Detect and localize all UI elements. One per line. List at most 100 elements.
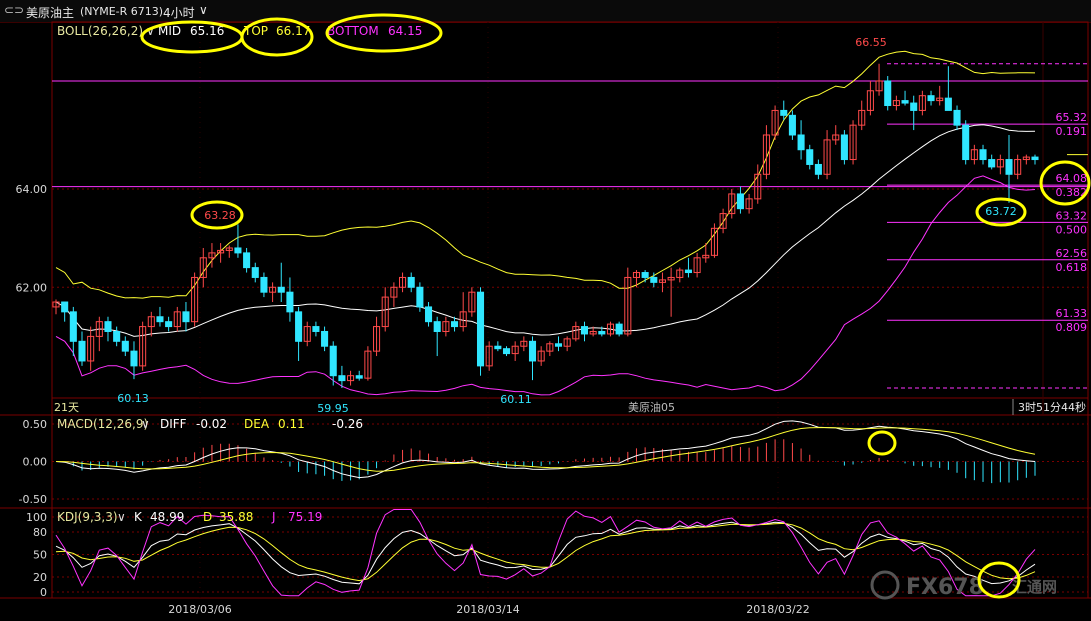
highlight-circle xyxy=(1039,160,1091,206)
watermark-logo-icon xyxy=(870,570,900,600)
candle-body xyxy=(589,330,597,335)
candle-body xyxy=(875,80,883,92)
candle-body xyxy=(728,193,736,215)
candle-body xyxy=(251,267,259,278)
candle-body xyxy=(658,279,666,283)
candle-body xyxy=(788,114,796,136)
candle-body xyxy=(217,249,225,254)
price-annotation: 63.72 xyxy=(985,205,1017,218)
candle-body xyxy=(147,316,155,328)
top-value: 66.17 xyxy=(276,24,310,38)
candle-body xyxy=(702,254,710,259)
fib-price-label: 62.56 xyxy=(1056,247,1088,260)
symbol-name[interactable]: 美原油主 xyxy=(26,6,75,20)
watermark-text: FX678 xyxy=(906,575,984,600)
fib-price-label: 65.32 xyxy=(1056,111,1088,124)
fib-price-label: 64.08 xyxy=(1056,172,1088,185)
candle-body xyxy=(754,173,762,200)
candle-body xyxy=(416,286,424,308)
candle-body xyxy=(450,321,459,328)
candle-body xyxy=(632,272,641,278)
period-selector[interactable]: 4小时 xyxy=(163,6,195,20)
candle-body xyxy=(1022,156,1030,161)
candle-body xyxy=(104,321,112,332)
candle-body xyxy=(866,90,874,111)
candle-body xyxy=(832,134,840,141)
candle-body xyxy=(736,193,744,210)
candle-body xyxy=(944,97,952,111)
y-tick-label: 64.00 xyxy=(16,183,48,196)
k-line xyxy=(55,521,1036,585)
candle-body xyxy=(988,159,996,168)
dea-line xyxy=(55,427,1036,472)
candle-body xyxy=(762,134,770,175)
candle-body xyxy=(615,323,623,335)
candle-body xyxy=(667,276,675,281)
candle-body xyxy=(502,348,511,355)
fib-price-label: 63.32 xyxy=(1056,209,1088,222)
fib-price-label: 61.33 xyxy=(1056,307,1088,320)
candle-body xyxy=(598,330,606,335)
candle-body xyxy=(806,149,814,165)
candle-body xyxy=(182,311,190,323)
candle-body xyxy=(528,340,537,362)
candle-body xyxy=(520,340,528,347)
symbol-code: (NYME-R 6713) xyxy=(80,5,164,18)
candle-body xyxy=(295,311,303,342)
candle-body xyxy=(442,321,450,332)
candle-body xyxy=(113,330,121,342)
highlight-circle xyxy=(867,430,897,456)
candle-body xyxy=(399,276,407,288)
d-value: 35.88 xyxy=(219,510,253,524)
fib-ratio-label: 0.809 xyxy=(1056,321,1088,334)
candle-body xyxy=(364,350,372,379)
chevron-down-icon[interactable]: ∨ xyxy=(199,3,208,17)
k-label: K xyxy=(134,510,143,524)
macd-value: -0.26 xyxy=(332,417,363,431)
footer-period: 21天 xyxy=(54,401,79,414)
candle-body xyxy=(121,340,129,352)
dea-value: 0.11 xyxy=(278,417,305,431)
y-tick-label: 0 xyxy=(40,586,47,599)
x-tick-label: 2018/03/06 xyxy=(168,603,231,616)
candle-body xyxy=(303,326,311,342)
candle-body xyxy=(996,159,1004,168)
highlight-circle xyxy=(975,197,1027,227)
footer-countdown: 3时51分44秒 xyxy=(1018,400,1086,414)
candle-body xyxy=(884,80,892,107)
back-arrow-icon[interactable]: ⊂⊃ xyxy=(4,3,25,17)
candle-body xyxy=(225,247,233,251)
candle-body xyxy=(277,286,285,293)
candle-body xyxy=(269,286,277,293)
price-annotation: 60.11 xyxy=(500,393,532,406)
candle-body xyxy=(468,291,476,313)
boll-mid-line xyxy=(55,124,1036,337)
highlight-circle xyxy=(325,13,443,53)
y-tick-label: 50 xyxy=(33,549,47,562)
y-tick-label: -0.50 xyxy=(19,493,47,506)
y-tick-label: 20 xyxy=(33,571,47,584)
candle-body xyxy=(407,276,415,288)
chevron-down-icon: ∨ xyxy=(141,417,150,431)
candle-body xyxy=(650,276,658,283)
candle-body xyxy=(780,109,788,116)
candle-body xyxy=(390,286,398,298)
candle-body xyxy=(840,134,848,161)
candle-body xyxy=(1005,159,1013,175)
candle-body xyxy=(329,345,337,377)
d-line xyxy=(55,522,1036,582)
candle-body xyxy=(797,134,805,151)
highlight-circle xyxy=(977,561,1021,599)
fib-ratio-label: 0.191 xyxy=(1056,125,1088,138)
candle-body xyxy=(554,343,563,347)
candle-body xyxy=(901,100,909,104)
candle-body xyxy=(459,311,467,328)
indicator-name: MACD(12,26,9) xyxy=(57,417,148,431)
candle-body xyxy=(199,257,207,278)
candle-body xyxy=(286,291,294,313)
highlight-circle xyxy=(240,17,314,57)
candle-body xyxy=(347,375,355,382)
candle-body xyxy=(979,149,987,161)
j-label: J xyxy=(271,510,276,524)
